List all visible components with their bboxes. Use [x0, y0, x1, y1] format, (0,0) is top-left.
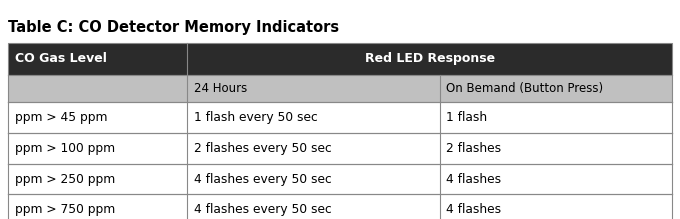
Text: 2 flashes every 50 sec: 2 flashes every 50 sec: [194, 142, 332, 155]
Text: 24 Hours: 24 Hours: [194, 82, 248, 95]
Text: 4 flashes every 50 sec: 4 flashes every 50 sec: [194, 203, 332, 216]
Text: 4 flashes: 4 flashes: [446, 203, 501, 216]
Text: 2 flashes: 2 flashes: [446, 142, 501, 155]
Text: 4 flashes every 50 sec: 4 flashes every 50 sec: [194, 173, 332, 186]
Text: 4 flashes: 4 flashes: [446, 173, 501, 186]
Bar: [8, 133, 672, 164]
Bar: [8, 43, 672, 75]
Bar: [8, 194, 672, 219]
Text: 1 flash every 50 sec: 1 flash every 50 sec: [194, 111, 318, 124]
Text: On Bemand (Button Press): On Bemand (Button Press): [446, 82, 603, 95]
Text: CO Gas Level: CO Gas Level: [15, 52, 107, 65]
Text: ppm > 750 ppm: ppm > 750 ppm: [15, 203, 115, 216]
Bar: [8, 75, 672, 102]
Text: 1 flash: 1 flash: [446, 111, 488, 124]
Text: ppm > 100 ppm: ppm > 100 ppm: [15, 142, 115, 155]
Text: Red LED Response: Red LED Response: [364, 52, 494, 65]
Text: Table C: CO Detector Memory Indicators: Table C: CO Detector Memory Indicators: [8, 20, 339, 35]
Bar: [8, 102, 672, 133]
Bar: [8, 164, 672, 194]
Text: ppm > 45 ppm: ppm > 45 ppm: [15, 111, 107, 124]
Text: ppm > 250 ppm: ppm > 250 ppm: [15, 173, 115, 186]
